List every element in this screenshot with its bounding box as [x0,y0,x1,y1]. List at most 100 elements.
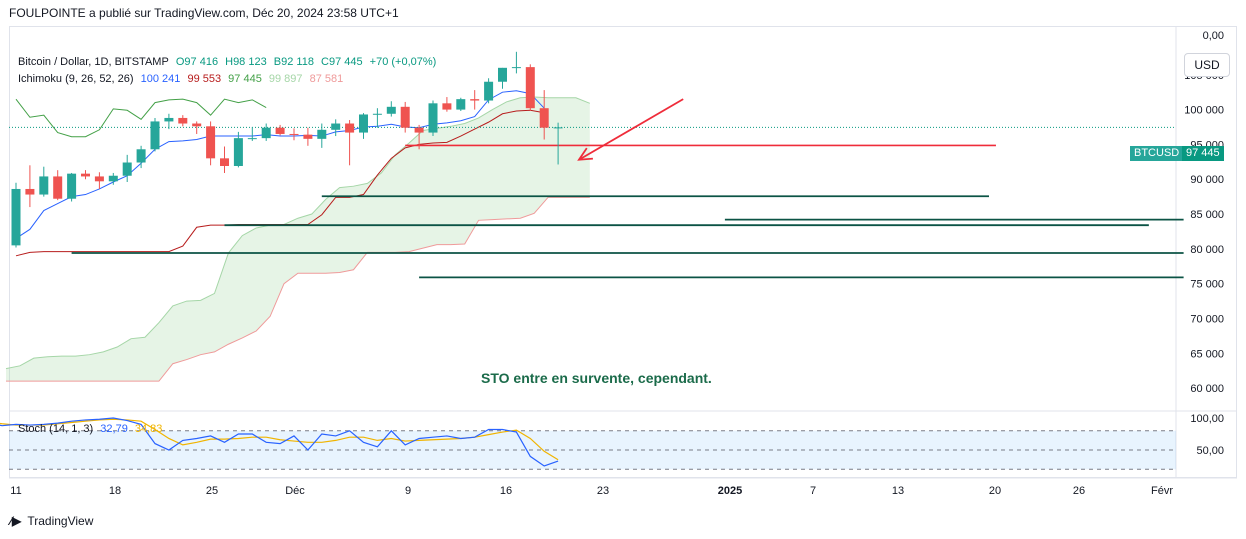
footer: ⁄▶ TradingView [10,514,93,528]
candle-body [303,134,313,139]
candle-body [178,117,188,124]
stoch-d-value: 34,83 [134,423,163,435]
x-tick-label: 25 [206,485,218,497]
y-tick-label: 65 000 [1190,348,1224,360]
symbol-legend: Bitcoin / Dollar, 1D, BITSTAMP O97 416 H… [18,56,440,68]
close-value: C97 445 [321,56,363,68]
candle-body [525,67,535,109]
candle-body [192,123,202,127]
stoch-tick-label: 50,00 [1196,445,1224,457]
x-tick-label: Déc [285,485,305,497]
candle-body [372,113,382,115]
arrow-head [577,147,593,161]
y-tick-label: 75 000 [1190,279,1224,291]
top-axis-label: 0,00 [1203,30,1224,42]
candle-body [511,67,521,69]
x-tick-label: 18 [109,485,121,497]
x-tick-label: 11 [10,485,21,497]
candle-body [94,176,104,182]
candle-body [442,103,452,110]
arrow-line [578,98,684,161]
x-tick-label: 23 [597,485,609,497]
open-value: O97 416 [175,56,219,68]
candle-body [386,106,396,114]
stoch-k-value: 32,79 [100,423,128,435]
currency-button[interactable]: USD [1184,53,1230,77]
candle-body [498,67,507,82]
tenkan-sen-line [15,90,545,239]
symbol-name: Bitcoin / Dollar, 1D, BITSTAMP [18,56,169,68]
senkou-b-value: 87 581 [309,73,344,85]
candle-body [53,176,63,199]
candle-body [428,103,438,133]
candle-body [470,99,480,101]
kumo-cloud [6,97,590,382]
candle-body [345,123,355,133]
x-tick-label: 20 [989,485,1001,497]
x-tick-label: 13 [892,485,904,497]
ichimoku-name: Ichimoku (9, 26, 52, 26) [18,73,134,85]
annotation-text: STO entre en survente, cependant. [481,370,712,386]
candle-body [233,138,243,166]
candle-body [414,127,424,133]
chikou-value: 97 445 [228,73,262,85]
chikou-span-line [15,98,267,138]
low-value: B92 118 [273,56,314,68]
candle-body [400,106,410,128]
senkou-a-value: 99 897 [268,73,303,85]
senkou-b-line [6,196,590,382]
candle-body [539,108,549,128]
candle-body [261,127,271,139]
x-tick-label: 2025 [718,485,742,497]
y-tick-label: 60 000 [1190,383,1224,395]
candle-body [11,188,21,246]
y-tick-label: 80 000 [1190,244,1224,256]
candle-body [247,138,257,140]
x-tick-label: 7 [810,485,816,497]
x-tick-label: 9 [405,485,411,497]
senkou-a-line [5,96,590,370]
candle-body [456,99,466,110]
stoch-name: Stoch (14, 1, 3) [18,423,94,435]
x-tick-label: 26 [1073,485,1085,497]
y-tick-label: 85 000 [1190,209,1224,221]
y-tick-label: 100 000 [1184,105,1224,117]
y-tick-label: 70 000 [1190,313,1224,325]
candle-body [331,123,341,130]
stoch-k-line [0,417,559,467]
high-value: H98 123 [225,56,267,68]
candle-body [25,188,35,195]
candle-body [206,126,216,159]
stoch-legend: Stoch (14, 1, 3) 32,79 34,83 [18,423,166,435]
candle-body [136,149,146,163]
stoch-tick-label: 100,00 [1190,413,1224,425]
y-tick-label: 90 000 [1190,174,1224,186]
candle-body [81,173,90,177]
stoch-band [9,430,1176,470]
candle-body [275,127,285,134]
candle-body [220,158,229,166]
candle-body [164,117,174,122]
candle-body [289,133,299,135]
change-value: +70 (+0,07%) [369,56,437,68]
tenkan-value: 100 241 [140,73,181,85]
ichimoku-legend: Ichimoku (9, 26, 52, 26) 100 241 99 553 … [18,73,347,85]
candle-body [317,129,327,139]
x-tick-label: 16 [500,485,512,497]
kijun-value: 99 553 [187,73,222,85]
last-price-tag: 97 445 [1182,146,1224,161]
candle-body [150,121,160,150]
publish-header: FOULPOINTE a publié sur TradingView.com,… [9,6,399,20]
candle-body [122,162,132,176]
candle-body [108,175,118,182]
candle-body [484,81,494,101]
footer-brand: TradingView [27,514,94,528]
candle-body [359,114,368,133]
candle-body [39,176,49,195]
symbol-tag: BTCUSD [1130,146,1184,161]
x-tick-label: Févr [1151,485,1173,497]
candle-body [553,127,563,129]
tradingview-logo-icon: ⁄▶ [10,514,22,528]
candle-body [67,173,77,199]
